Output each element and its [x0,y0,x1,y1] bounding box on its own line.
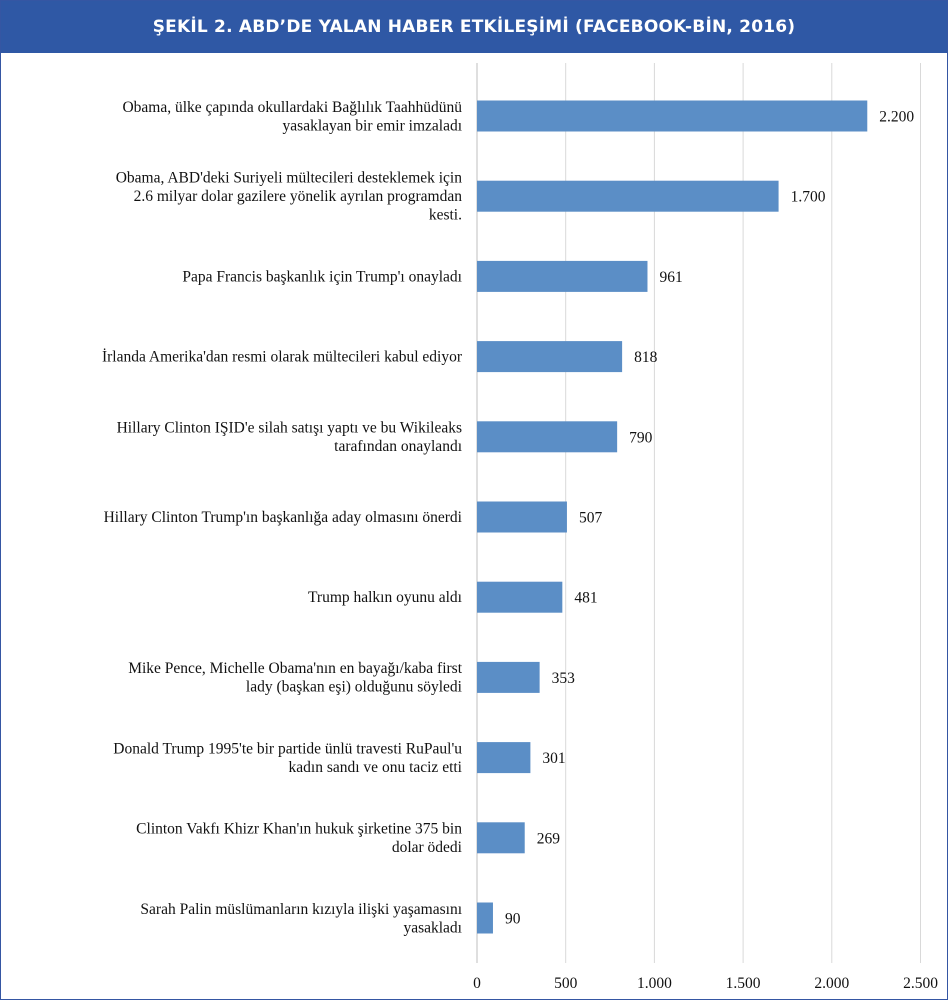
bar [477,661,540,693]
category-label: Hillary Clinton Trump'ın başkanlığa aday… [104,509,463,526]
category-label: Hillary Clinton IŞID'e silah satışı yapt… [117,420,463,456]
category-label: İrlanda Amerika'dan resmi olarak mülteci… [102,349,463,366]
title-bar: ŞEKİL 2. ABD’DE YALAN HABER ETKİLEŞİMİ (… [1,1,947,53]
category-label-line: İrlanda Amerika'dan resmi olarak mülteci… [102,349,463,366]
category-label-line: Sarah Palin müslümanların kızıyla ilişki… [140,901,462,918]
chart-title: ŞEKİL 2. ABD’DE YALAN HABER ETKİLEŞİMİ (… [152,17,796,37]
data-label: 961 [659,269,682,286]
category-label-line: yasakladı [403,919,462,936]
bar [477,260,648,292]
category-label-line: Hillary Clinton Trump'ın başkanlığa aday… [104,509,463,526]
data-label: 790 [629,429,653,446]
category-label-line: Obama, ülke çapında okullardaki Bağlılık… [122,99,462,116]
bar [477,902,493,934]
data-label: 1.700 [791,189,826,206]
category-label-line: Hillary Clinton IŞID'e silah satışı yapt… [117,420,462,437]
data-label: 90 [505,911,521,928]
category-label: Obama, ABD'deki Suriyeli mültecileri des… [116,170,463,224]
data-label: 269 [537,830,561,847]
category-label-line: kadın sandı ve onu taciz etti [289,759,463,776]
category-label-line: yasaklayan bir emir imzaladı [283,117,463,134]
category-label-line: 2.6 milyar dolar gazilere yönelik ayrıla… [134,188,463,205]
data-label: 818 [634,349,658,366]
category-label: Clinton Vakfı Khizr Khan'ın hukuk şirket… [136,821,463,857]
bar-layer [477,100,868,934]
category-label-line: tarafından onaylandı [334,438,463,455]
data-label: 301 [542,750,565,767]
x-tick-label: 1.500 [726,975,761,992]
x-tick-label: 2.000 [814,975,849,992]
bar [477,100,868,132]
x-tick-label: 0 [473,975,481,992]
bar [477,180,779,212]
bar [477,501,567,533]
bar [477,581,563,613]
category-label: Donald Trump 1995'te bir partide ünlü tr… [113,740,462,776]
grid-layer [476,63,921,963]
category-label: Papa Francis başkanlık için Trump'ı onay… [182,268,462,285]
bar [477,421,618,453]
category-label-line: lady (başkan eşi) olduğunu söyledi [246,679,463,696]
bar [477,822,525,854]
category-label: Obama, ülke çapında okullardaki Bağlılık… [122,99,462,135]
data-label: 353 [552,670,576,687]
category-label: Trump halkın oyunu aldı [308,589,463,606]
category-label: Mike Pence, Michelle Obama'nın en bayağı… [128,660,462,696]
x-tick-label: 1.000 [637,975,672,992]
category-label-line: Mike Pence, Michelle Obama'nın en bayağı… [128,660,462,677]
category-label-line: Obama, ABD'deki Suriyeli mültecileri des… [116,170,463,187]
category-label-line: kesti. [429,207,462,224]
bar [477,742,531,774]
bar-chart: Obama, ülke çapında okullardaki Bağlılık… [102,63,938,992]
data-label: 2.200 [879,109,914,126]
data-label: 507 [579,510,603,527]
bar [477,341,623,373]
category-label-layer: Obama, ülke çapında okullardaki Bağlılık… [102,99,463,937]
category-label-line: Trump halkın oyunu aldı [308,589,463,606]
category-label-line: Papa Francis başkanlık için Trump'ı onay… [182,268,462,285]
category-label-line: dolar ödedi [392,839,463,856]
x-tick-label: 500 [554,975,578,992]
x-tick-label: 2.500 [903,975,938,992]
category-label: Sarah Palin müslümanların kızıyla ilişki… [140,901,462,937]
category-label-line: Donald Trump 1995'te bir partide ünlü tr… [113,740,462,757]
value-label-layer: 2.200 1.700 961 818 790 507 481 353 301 269 90 [505,109,914,928]
data-label: 481 [574,590,597,607]
x-axis-tick-layer: 0 500 1.000 1.500 2.000 2.500 [473,975,938,992]
category-label-line: Clinton Vakfı Khizr Khan'ın hukuk şirket… [136,821,462,838]
